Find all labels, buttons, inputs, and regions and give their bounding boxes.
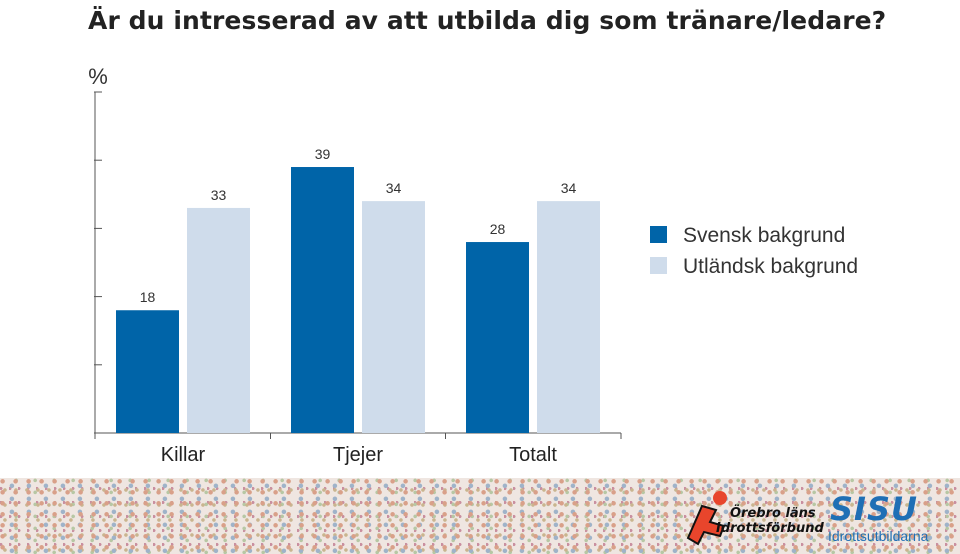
bar-utlandsk-tjejer (362, 201, 425, 433)
legend-label: Svensk bakgrund (683, 224, 845, 247)
bar-utlandsk-totalt (537, 201, 600, 433)
logo-sisu-subtitle: Idrottsutbildarna (828, 528, 929, 544)
bar-utlandsk-killar (187, 207, 250, 433)
decorative-footer-band (0, 478, 960, 554)
chart-title: Är du intresserad av att utbilda dig som… (88, 6, 887, 35)
data-label: 34 (386, 180, 402, 196)
data-label: 34 (561, 180, 577, 196)
bar-chart: % 18 33 Killar 39 34 Tjejer 28 34 Totalt Svensk ba… (88, 64, 858, 466)
legend-swatch (650, 257, 667, 274)
bar-svensk-totalt (466, 242, 529, 433)
category-label-killar: Killar (161, 444, 206, 466)
legend-swatch (650, 226, 667, 243)
data-label: 18 (140, 289, 156, 305)
sisu-logo: SISU Idrottsutbildarna (826, 486, 956, 548)
logo-lf-line1: Örebro läns (730, 506, 816, 521)
data-label: 28 (490, 221, 506, 237)
runner-icon (686, 491, 727, 546)
data-label: 39 (315, 146, 331, 162)
data-label: 33 (211, 187, 227, 203)
bar-svensk-tjejer (291, 167, 354, 433)
category-label-totalt: Totalt (509, 444, 557, 466)
bar-svensk-killar (116, 310, 179, 433)
orebro-idrottsforbund-logo: Örebro läns Idrottsförbund (680, 488, 824, 548)
legend-label: Utländsk bakgrund (683, 255, 858, 278)
logo-sisu-word: SISU (830, 490, 918, 528)
logo-lf-line2: Idrottsförbund (716, 521, 824, 536)
category-label-tjejer: Tjejer (333, 444, 383, 466)
y-axis-label: % (88, 64, 108, 89)
